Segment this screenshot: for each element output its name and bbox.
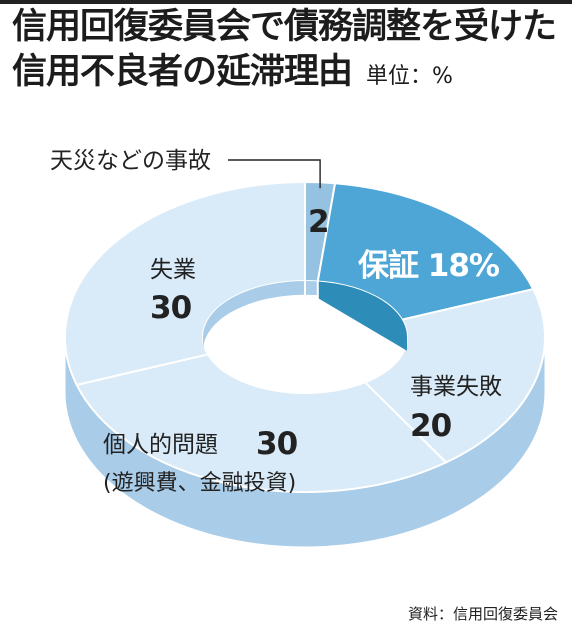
title-line-2: 信用不良者の延滞理由 bbox=[12, 52, 353, 92]
label-guarantee: 保証 18% bbox=[358, 248, 500, 284]
label-business-failure-value: 20 bbox=[410, 408, 452, 444]
hole-wall-guarantee bbox=[317, 281, 407, 351]
slice-3 bbox=[75, 353, 448, 494]
label-unemployment-name: 失業 bbox=[150, 257, 196, 283]
label-accident-name: 天災などの事故 bbox=[50, 148, 211, 174]
unit-label: 単位：% bbox=[366, 64, 453, 89]
leader-line bbox=[228, 159, 321, 189]
label-personal-name: 個人的問題 bbox=[103, 432, 218, 458]
title-line-1: 信用回復委員会で債務調整を受けた bbox=[12, 7, 557, 47]
label-business-failure-name: 事業失敗 bbox=[410, 374, 502, 400]
slice-4 bbox=[64, 180, 306, 387]
label-accident-value: 2 bbox=[308, 204, 329, 240]
top-rule bbox=[0, 0, 572, 4]
label-personal-note: (遊興費、金融投資) bbox=[103, 471, 296, 496]
chart-title-line-2: 信用不良者の延滞理由 単位：% bbox=[12, 55, 453, 90]
label-personal-value: 30 bbox=[256, 426, 298, 462]
source-note: 資料：信用回復委員会 bbox=[407, 605, 558, 623]
label-unemployment-value: 30 bbox=[150, 290, 192, 326]
chart-title: 信用回復委員会で債務調整を受けた bbox=[12, 7, 557, 47]
